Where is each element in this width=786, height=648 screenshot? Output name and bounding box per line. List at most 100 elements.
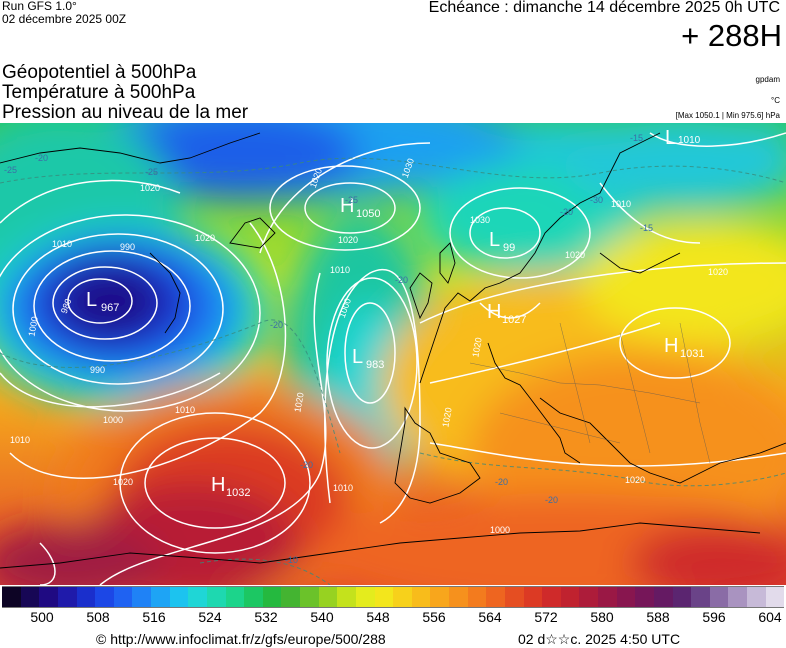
- color-scale-cell: #f8bc1b: [411, 587, 431, 607]
- country-borders: [469, 322, 711, 464]
- isobar-label: 1010: [10, 435, 30, 445]
- color-scale-cell: #1cc763: [244, 587, 263, 607]
- color-scale-cell: #651a63: [653, 587, 673, 607]
- isotherm-label: -20: [300, 460, 313, 470]
- pressure-center-low-99-letter: L: [489, 229, 500, 251]
- isobar-label: 1010: [333, 483, 353, 493]
- unit-geopotential: gpdam: [755, 75, 780, 84]
- color-scale-tick: 596: [702, 609, 726, 625]
- color-scale-cell: #f8a61c: [430, 587, 449, 607]
- color-scale-cell: #c0222f: [560, 587, 580, 607]
- isobar-label: 980: [59, 297, 74, 315]
- pressure-center-high-1032-value: 1032: [226, 487, 250, 499]
- isotherm-label: -25: [345, 195, 358, 205]
- isobar-labels: 1020 1010 990 980 990 1000 1010 1020 101…: [10, 157, 728, 535]
- isobar-label: 1010: [175, 405, 195, 415]
- color-scale-cell: #1a2fcc: [76, 587, 96, 607]
- isobar-label: 1020: [140, 183, 160, 193]
- color-scale-cell: #ee6520: [486, 587, 505, 607]
- color-scale-tick: 540: [310, 609, 334, 625]
- color-scale-cell: #8a6ca6: [709, 587, 729, 607]
- isobar-label: 1020: [195, 233, 215, 243]
- color-scale-ticks: 500 508 516 524 532 540 548 556 564 572 580 588 596 6…: [0, 609, 786, 625]
- coastlines: [0, 132, 786, 569]
- pressure-center-high-1050-value: 1050: [356, 208, 380, 220]
- isobars: [0, 132, 786, 585]
- isotherm-label: -30: [590, 195, 603, 205]
- color-scale-tick: 588: [646, 609, 670, 625]
- color-scale-cell: #a993c0: [728, 587, 747, 607]
- weather-map: L 967 H 1050 L 99 L 983 H 1027 H 1031 H …: [0, 123, 786, 585]
- isotherm-label: -20: [35, 153, 48, 163]
- pressure-center-high-1050-letter: H: [340, 195, 354, 217]
- color-scale-cell: #1f0a82: [39, 587, 58, 607]
- isotherm-label: -15: [630, 133, 643, 143]
- color-scale-cell: #dc3a24: [523, 587, 543, 607]
- isobar-label: 1010: [52, 239, 72, 249]
- isotherms: [0, 157, 786, 585]
- color-scale-cell: #1f62f2: [113, 587, 133, 607]
- isotherm-labels: -25 -20 -25 -30 -20 -20 -10 -20 -25 -15 …: [4, 133, 653, 565]
- color-scale-cell: #5b2570: [672, 587, 692, 607]
- pressure-center-high-1027-value: 1027: [502, 314, 526, 326]
- color-scale-cell: #f37b1e: [467, 587, 487, 607]
- color-scale-cell: #f7d11b: [393, 587, 412, 607]
- pressure-center-high-1031-letter: H: [664, 335, 678, 357]
- color-scale-cell: #170755: [20, 587, 40, 607]
- unit-temperature: °C: [771, 96, 780, 105]
- isobar-label: 1020: [708, 267, 728, 277]
- pressure-center-high-1031-value: 1031: [680, 348, 704, 360]
- pressure-center-low-967-letter: L: [86, 289, 97, 311]
- isotherm-label: -15: [640, 223, 653, 233]
- color-scale-tick: 572: [534, 609, 558, 625]
- color-scale-tick: 548: [366, 609, 390, 625]
- color-scale-cell: #9a1845: [598, 587, 617, 607]
- color-scale-tick: 604: [758, 609, 782, 625]
- color-scale-cell: #e54e22: [504, 587, 524, 607]
- color-scale-cell: #cf2a2a: [542, 587, 561, 607]
- isotherm-label: -20: [495, 477, 508, 487]
- color-scale-bar: #0d0425#170755#1f0a82#1f1aaa#1a2fcc#1c47…: [2, 586, 785, 608]
- color-scale-cell: #6bc22a: [300, 587, 319, 607]
- color-scale-cell: #1fd6d6: [188, 587, 207, 607]
- color-scale-cell: #1cc3ef: [169, 587, 189, 607]
- pressure-center-low-1010-letter: L: [665, 127, 676, 149]
- color-scale-cell: #6a4388: [691, 587, 710, 607]
- color-scale-cell: #ad1c3a: [579, 587, 598, 607]
- pressure-center-high-1032-letter: H: [211, 474, 225, 496]
- isobar-label: 1020: [292, 392, 305, 413]
- color-scale-cell: #e2dbeb: [765, 587, 785, 607]
- run-date: 02 décembre 2025 00Z: [2, 12, 127, 26]
- pressure-center-low-967-value: 967: [101, 302, 119, 314]
- pressure-range: [Max 1050.1 | Min 975.6] hPa: [675, 111, 780, 120]
- isotherm-label: -25: [4, 165, 17, 175]
- isobar-label: 990: [90, 365, 105, 375]
- isobar-label: 1020: [625, 475, 645, 485]
- isotherm-label: -20: [270, 320, 283, 330]
- isobar-label: 1000: [27, 316, 40, 337]
- run-label: Run GFS 1.0°: [2, 0, 77, 13]
- pressure-center-high-1027-letter: H: [487, 301, 501, 323]
- isobar-label: 1010: [330, 265, 350, 275]
- color-scale-cell: #1f1aaa: [57, 587, 77, 607]
- pressure-center-low-99-value: 99: [503, 242, 515, 254]
- color-scale-cell: #0d0425: [2, 587, 21, 607]
- forecast-valid-time: Echéance : dimanche 14 décembre 2025 0h …: [428, 0, 780, 16]
- color-scale-cell: #1c47e6: [95, 587, 114, 607]
- isotherm-label: -20: [395, 275, 408, 285]
- geopotential-field: [0, 123, 786, 585]
- isobar-label: 1020: [440, 407, 453, 428]
- isobar-label: 1020: [470, 337, 483, 358]
- isotherm-label: -10: [285, 555, 298, 565]
- generated-time: 02 d☆☆c. 2025 4:50 UTC: [518, 631, 681, 647]
- color-scale-cell: #44b431: [281, 587, 300, 607]
- color-scale-tick: 556: [422, 609, 446, 625]
- color-scale-cell: #1f82f6: [132, 587, 151, 607]
- isotherm-label: -20: [560, 207, 573, 217]
- isobar-label: 1020: [113, 477, 133, 487]
- color-scale-cell: #97d221: [318, 587, 338, 607]
- pressure-center-low-1010-value: 1010: [678, 135, 701, 146]
- color-scale-cell: #25b93f: [262, 587, 282, 607]
- parameter-geopotential: Géopotentiel à 500hPa: [2, 62, 197, 83]
- isobar-label: 1020: [565, 250, 585, 260]
